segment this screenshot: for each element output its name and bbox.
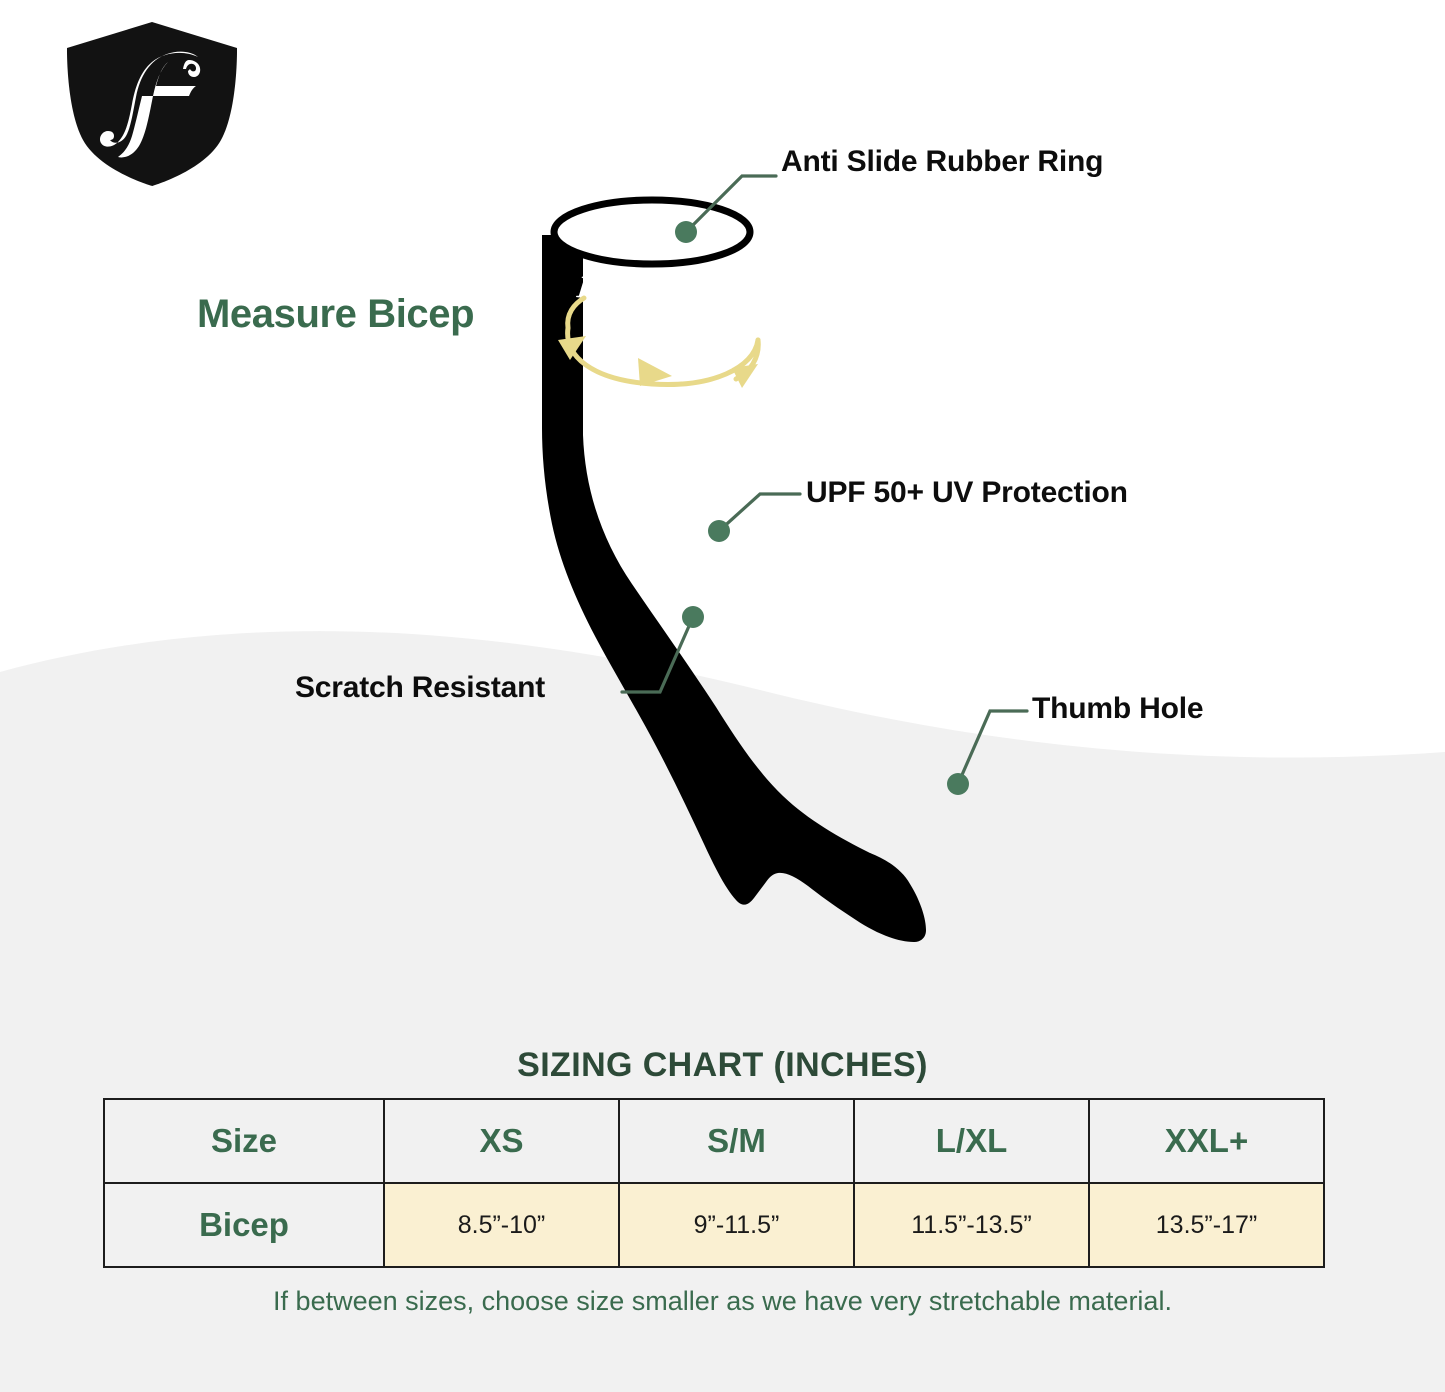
table-cell-size-lxl: L/XL — [853, 1098, 1090, 1184]
svg-text:Farmers: Farmers — [574, 268, 692, 318]
measure-bicep-label: Measure Bicep — [197, 292, 475, 336]
table-cell-bicep-sm: 9”-11.5” — [618, 1182, 855, 1268]
table-cell-bicep-xs: 8.5”-10” — [383, 1182, 620, 1268]
callout-label-upf-uv-protection: UPF 50+ UV Protection — [806, 476, 1128, 509]
svg-text:DEFENSE: DEFENSE — [687, 286, 818, 326]
sizing-chart-note: If between sizes, choose size smaller as… — [273, 1286, 1172, 1316]
arm-sleeve-illustration: Farmers DEFENSE — [542, 196, 926, 942]
table-cell-size-xxl: XXL+ — [1088, 1098, 1325, 1184]
measure-arrowheads — [558, 336, 758, 388]
sizing-chart-table: Size XS S/M L/XL XXL+ Bicep 8.5”-10” 9”-… — [103, 1098, 1325, 1268]
table-cell-bicep-lxl: 11.5”-13.5” — [853, 1182, 1090, 1268]
table-cell-size-header: Size — [103, 1098, 385, 1184]
callout-label-thumb-hole: Thumb Hole — [1032, 692, 1204, 725]
sizing-chart-title: SIZING CHART (INCHES) — [517, 1046, 928, 1084]
table-cell-size-xs: XS — [383, 1098, 620, 1184]
table-cell-size-sm: S/M — [618, 1098, 855, 1184]
callout-label-anti-slide-rubber-ring: Anti Slide Rubber Ring — [781, 145, 1104, 178]
callout-label-scratch-resistant: Scratch Resistant — [295, 671, 546, 704]
sleeve-wordmark: Farmers DEFENSE — [574, 268, 818, 327]
table-row-header: Size XS S/M L/XL XXL+ — [103, 1098, 1325, 1184]
table-cell-bicep-xxl: 13.5”-17” — [1088, 1182, 1325, 1268]
shield-f-logo-icon — [59, 15, 245, 194]
table-row-bicep: Bicep 8.5”-10” 9”-11.5” 11.5”-13.5” 13.5… — [103, 1182, 1325, 1268]
table-cell-bicep-label: Bicep — [103, 1182, 385, 1268]
